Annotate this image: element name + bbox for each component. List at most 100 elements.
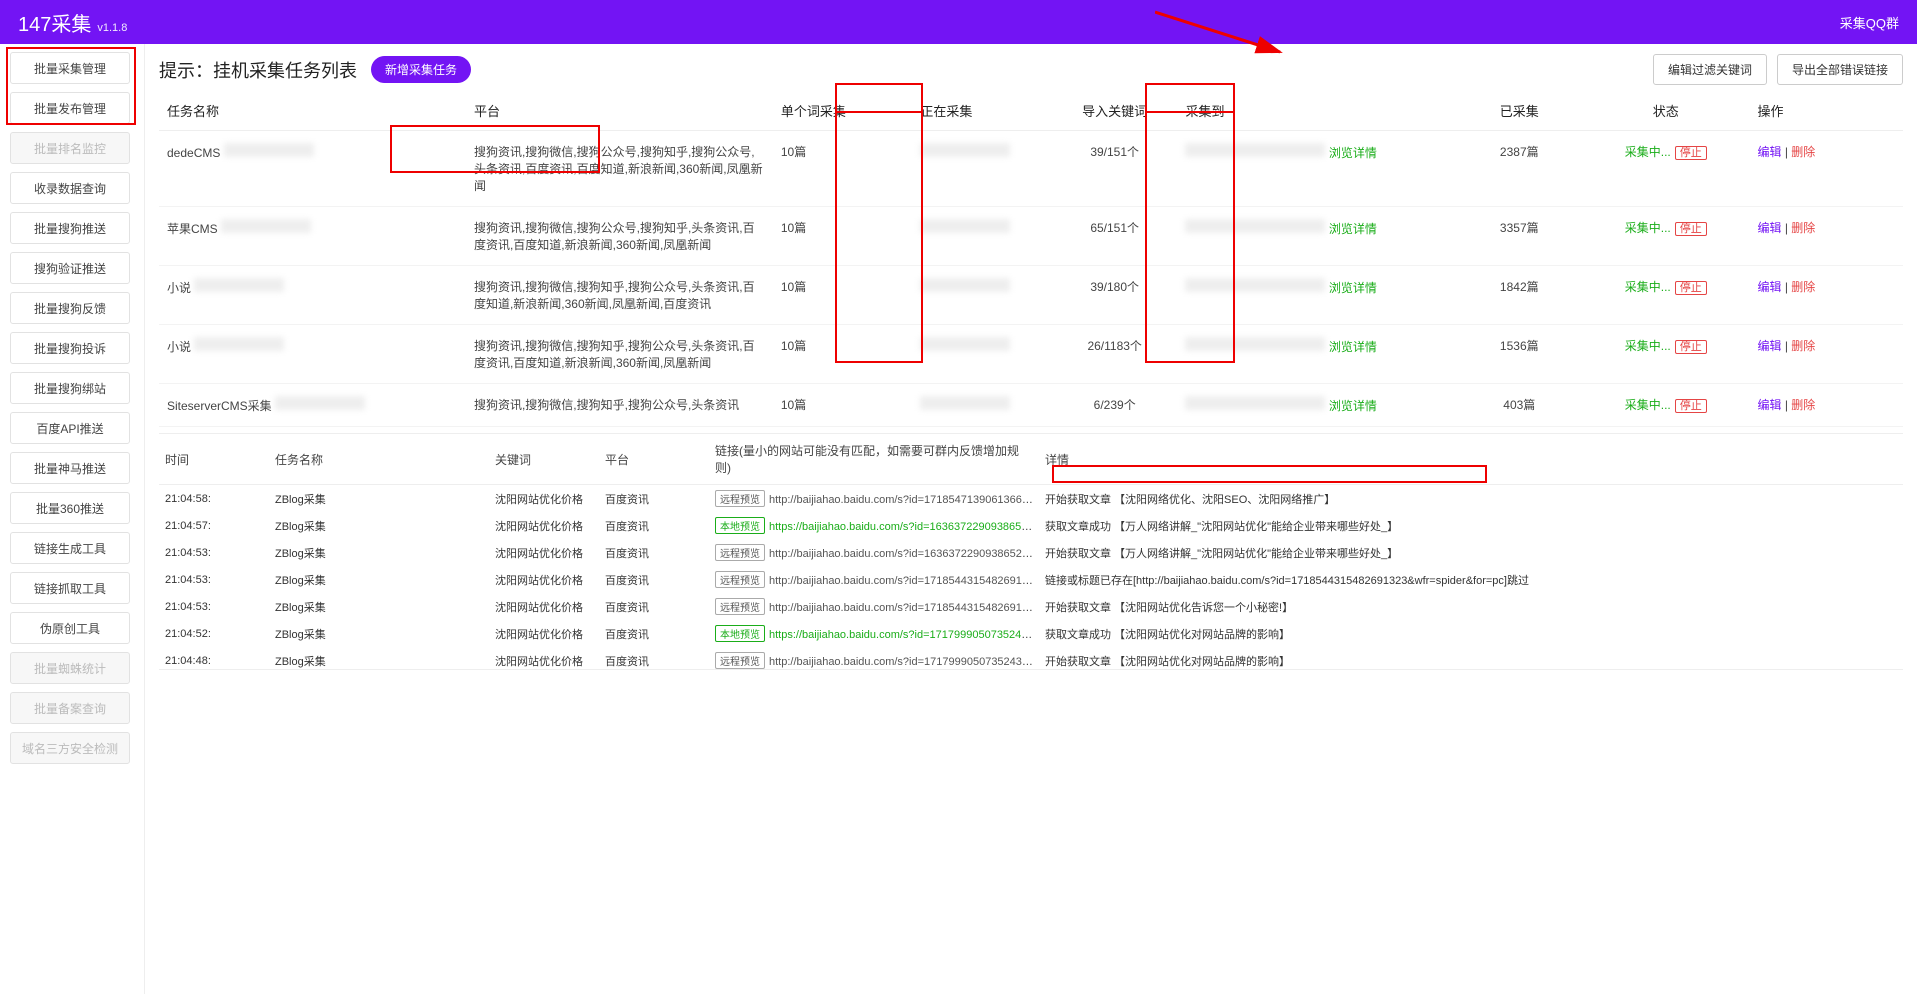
- cell-single: 10篇: [773, 207, 913, 266]
- cell-collected-to: 浏览详情: [1177, 266, 1456, 325]
- cell-log-time: 21:04:52:: [159, 620, 269, 647]
- cell-status: 采集中...停止: [1582, 384, 1749, 427]
- log-url[interactable]: https://baijiahao.baidu.com/s?id=1717999…: [769, 629, 1039, 641]
- th-log-task: 任务名称: [269, 434, 489, 485]
- cell-log-platform: 百度资讯: [599, 485, 709, 512]
- preview-badge[interactable]: 远程预览: [715, 598, 765, 615]
- edit-link[interactable]: 编辑: [1757, 145, 1781, 159]
- edit-link[interactable]: 编辑: [1757, 339, 1781, 353]
- edit-link[interactable]: 编辑: [1757, 398, 1781, 412]
- log-url[interactable]: http://baijiahao.baidu.com/s?id=17185471…: [769, 494, 1039, 506]
- cell-log-platform: 百度资讯: [599, 620, 709, 647]
- sidebar-item[interactable]: 百度API推送: [10, 412, 130, 444]
- cell-single: 10篇: [773, 131, 913, 207]
- log-url[interactable]: http://baijiahao.baidu.com/s?id=16363722…: [769, 548, 1039, 560]
- view-detail-link[interactable]: 浏览详情: [1329, 222, 1377, 236]
- sidebar-item[interactable]: 批量神马推送: [10, 452, 130, 484]
- sidebar-item[interactable]: 批量采集管理: [10, 52, 130, 84]
- task-row: 小说 搜狗资讯,搜狗微信,搜狗知乎,搜狗公众号,头条资讯,百度知道,新浪新闻,3…: [159, 266, 1903, 325]
- sidebar-item: 批量备案查询: [10, 692, 130, 724]
- th-log-platform: 平台: [599, 434, 709, 485]
- cell-platform: 搜狗资讯,搜狗微信,搜狗公众号,搜狗知乎,搜狗公众号,头条资讯,百度资讯,百度知…: [466, 131, 773, 207]
- log-row: 21:04:53:ZBlog采集沈阳网站优化价格百度资讯远程预览http://b…: [159, 593, 1903, 620]
- view-detail-link[interactable]: 浏览详情: [1329, 146, 1377, 160]
- th-log-keyword: 关键词: [489, 434, 599, 485]
- sidebar-item[interactable]: 批量搜狗绑站: [10, 372, 130, 404]
- stop-button[interactable]: 停止: [1675, 340, 1707, 354]
- sidebar-item: 批量蜘蛛统计: [10, 652, 130, 684]
- delete-link[interactable]: 删除: [1791, 221, 1815, 235]
- cell-log-link: 远程预览 http://baijiahao.baidu.com/s?id=1636…: [709, 539, 1039, 566]
- edit-link[interactable]: 编辑: [1757, 221, 1781, 235]
- view-detail-link[interactable]: 浏览详情: [1329, 399, 1377, 413]
- log-url[interactable]: http://baijiahao.baidu.com/s?id=17185443…: [769, 575, 1039, 587]
- task-row: SiteserverCMS采集 搜狗资讯,搜狗微信,搜狗知乎,搜狗公众号,头条资…: [159, 384, 1903, 427]
- cell-log-detail: 链接或标题已存在[http://baijiahao.baidu.com/s?id…: [1039, 566, 1903, 593]
- cell-log-task: ZBlog采集: [269, 647, 489, 670]
- preview-badge[interactable]: 远程预览: [715, 571, 765, 588]
- sidebar-item[interactable]: 收录数据查询: [10, 172, 130, 204]
- cell-log-platform: 百度资讯: [599, 512, 709, 539]
- delete-link[interactable]: 删除: [1791, 398, 1815, 412]
- log-url[interactable]: https://baijiahao.baidu.com/s?id=1636372…: [769, 521, 1039, 533]
- sidebar-item[interactable]: 伪原创工具: [10, 612, 130, 644]
- cell-ops: 编辑 | 删除: [1749, 266, 1903, 325]
- new-task-button[interactable]: 新增采集任务: [371, 56, 471, 83]
- log-hscroll[interactable]: [159, 670, 1903, 684]
- qq-group-link[interactable]: 采集QQ群: [1840, 13, 1899, 32]
- cell-collecting: [912, 325, 1052, 384]
- cell-collecting: [912, 384, 1052, 427]
- delete-link[interactable]: 删除: [1791, 145, 1815, 159]
- log-scroll[interactable]: 21:04:58:ZBlog采集沈阳网站优化价格百度资讯远程预览http://b…: [159, 485, 1903, 670]
- stop-button[interactable]: 停止: [1675, 146, 1707, 160]
- cell-log-detail: 获取文章成功 【沈阳网站优化对网站品牌的影响】: [1039, 620, 1903, 647]
- delete-link[interactable]: 删除: [1791, 280, 1815, 294]
- view-detail-link[interactable]: 浏览详情: [1329, 340, 1377, 354]
- log-url[interactable]: http://baijiahao.baidu.com/s?id=17185443…: [769, 602, 1039, 614]
- log-area: 时间 任务名称 关键词 平台 链接(量小的网站可能没有匹配，如需要可群内反馈增加…: [159, 433, 1903, 684]
- sidebar-item[interactable]: 链接抓取工具: [10, 572, 130, 604]
- sidebar-item[interactable]: 批量360推送: [10, 492, 130, 524]
- sidebar-item[interactable]: 批量搜狗反馈: [10, 292, 130, 324]
- brand: 147采集 v1.1.8: [18, 8, 127, 37]
- th-ops: 操作: [1749, 91, 1903, 131]
- edit-filter-keywords-button[interactable]: 编辑过滤关键词: [1653, 54, 1767, 85]
- th-collected-to: 采集到: [1177, 91, 1456, 131]
- preview-badge[interactable]: 本地预览: [715, 625, 765, 642]
- log-row: 21:04:53:ZBlog采集沈阳网站优化价格百度资讯远程预览http://b…: [159, 539, 1903, 566]
- stop-button[interactable]: 停止: [1675, 281, 1707, 295]
- preview-badge[interactable]: 远程预览: [715, 652, 765, 669]
- stop-button[interactable]: 停止: [1675, 399, 1707, 413]
- cell-log-keyword: 沈阳网站优化价格: [489, 566, 599, 593]
- sidebar-item[interactable]: 批量搜狗推送: [10, 212, 130, 244]
- cell-platform: 搜狗资讯,搜狗微信,搜狗知乎,搜狗公众号,头条资讯,百度资讯,百度知道,新浪新闻…: [466, 325, 773, 384]
- log-table-header-row: 时间 任务名称 关键词 平台 链接(量小的网站可能没有匹配，如需要可群内反馈增加…: [159, 434, 1903, 485]
- cell-log-keyword: 沈阳网站优化价格: [489, 620, 599, 647]
- cell-done: 1842篇: [1457, 266, 1583, 325]
- sidebar-item[interactable]: 批量发布管理: [10, 92, 130, 124]
- cell-collecting: [912, 266, 1052, 325]
- cell-log-time: 21:04:53:: [159, 593, 269, 620]
- edit-link[interactable]: 编辑: [1757, 280, 1781, 294]
- th-log-link: 链接(量小的网站可能没有匹配，如需要可群内反馈增加规则): [709, 434, 1039, 485]
- preview-badge[interactable]: 本地预览: [715, 517, 765, 534]
- cell-log-time: 21:04:53:: [159, 539, 269, 566]
- delete-link[interactable]: 删除: [1791, 339, 1815, 353]
- sidebar-item[interactable]: 批量搜狗投诉: [10, 332, 130, 364]
- cell-status: 采集中...停止: [1582, 207, 1749, 266]
- cell-log-time: 21:04:57:: [159, 512, 269, 539]
- cell-collecting: [912, 207, 1052, 266]
- preview-badge[interactable]: 远程预览: [715, 544, 765, 561]
- sidebar-item[interactable]: 搜狗验证推送: [10, 252, 130, 284]
- th-status: 状态: [1582, 91, 1749, 131]
- cell-log-task: ZBlog采集: [269, 593, 489, 620]
- task-table-header-row: 任务名称 平台 单个词采集 正在采集 导入关键词 采集到 已采集 状态 操作: [159, 91, 1903, 131]
- main: 提示：挂机采集任务列表 新增采集任务 编辑过滤关键词 导出全部错误链接 任务名称…: [145, 44, 1917, 994]
- export-errors-button[interactable]: 导出全部错误链接: [1777, 54, 1903, 85]
- preview-badge[interactable]: 远程预览: [715, 490, 765, 507]
- log-url[interactable]: http://baijiahao.baidu.com/s?id=17179990…: [769, 656, 1039, 668]
- view-detail-link[interactable]: 浏览详情: [1329, 281, 1377, 295]
- th-collecting: 正在采集: [912, 91, 1052, 131]
- sidebar-item[interactable]: 链接生成工具: [10, 532, 130, 564]
- stop-button[interactable]: 停止: [1675, 222, 1707, 236]
